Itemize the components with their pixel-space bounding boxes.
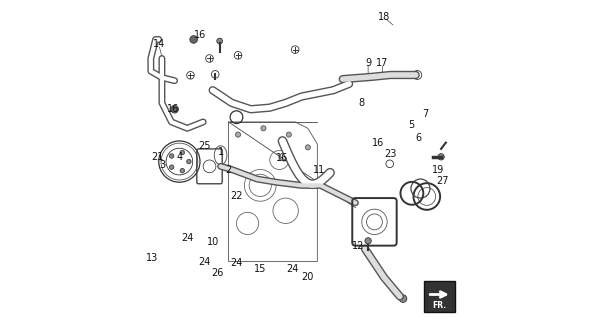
Circle shape (286, 132, 291, 137)
Text: 18: 18 (378, 12, 390, 22)
Text: 14: 14 (153, 39, 165, 49)
Circle shape (169, 154, 174, 158)
Text: 16: 16 (276, 153, 289, 164)
Text: 17: 17 (376, 58, 388, 68)
Circle shape (236, 132, 241, 137)
Circle shape (438, 154, 444, 160)
Text: 27: 27 (437, 176, 449, 186)
Circle shape (180, 168, 185, 173)
Text: 16: 16 (371, 138, 384, 148)
Circle shape (305, 145, 311, 150)
Text: 8: 8 (359, 98, 365, 108)
Text: 2: 2 (226, 164, 232, 174)
Text: 11: 11 (313, 164, 325, 174)
Text: 16: 16 (167, 104, 179, 114)
Text: 20: 20 (302, 272, 314, 282)
Text: 22: 22 (230, 191, 243, 202)
Text: 9: 9 (365, 58, 371, 68)
Circle shape (399, 295, 407, 302)
Circle shape (261, 126, 266, 131)
Circle shape (187, 159, 191, 164)
Text: 24: 24 (181, 233, 194, 243)
Text: 6: 6 (416, 133, 422, 143)
Text: 13: 13 (147, 253, 159, 263)
Text: 5: 5 (408, 120, 414, 130)
Text: 15: 15 (254, 264, 267, 275)
Text: 24: 24 (198, 257, 211, 267)
Text: 7: 7 (422, 109, 428, 119)
Circle shape (190, 36, 197, 43)
Circle shape (365, 238, 371, 244)
Text: 25: 25 (198, 141, 210, 151)
Text: 10: 10 (207, 237, 219, 247)
Text: 1: 1 (218, 147, 224, 157)
Text: 12: 12 (352, 241, 365, 251)
Circle shape (217, 38, 223, 44)
Text: 24: 24 (230, 258, 242, 268)
Text: 23: 23 (384, 149, 397, 159)
Text: 19: 19 (432, 164, 444, 174)
Text: 16: 16 (194, 30, 206, 40)
Circle shape (180, 150, 185, 155)
Text: 26: 26 (211, 268, 224, 278)
Circle shape (171, 105, 178, 113)
Text: 3: 3 (159, 160, 165, 170)
Text: 24: 24 (286, 264, 298, 275)
Text: 21: 21 (151, 152, 164, 162)
Text: 4: 4 (176, 152, 183, 162)
Circle shape (169, 165, 174, 169)
